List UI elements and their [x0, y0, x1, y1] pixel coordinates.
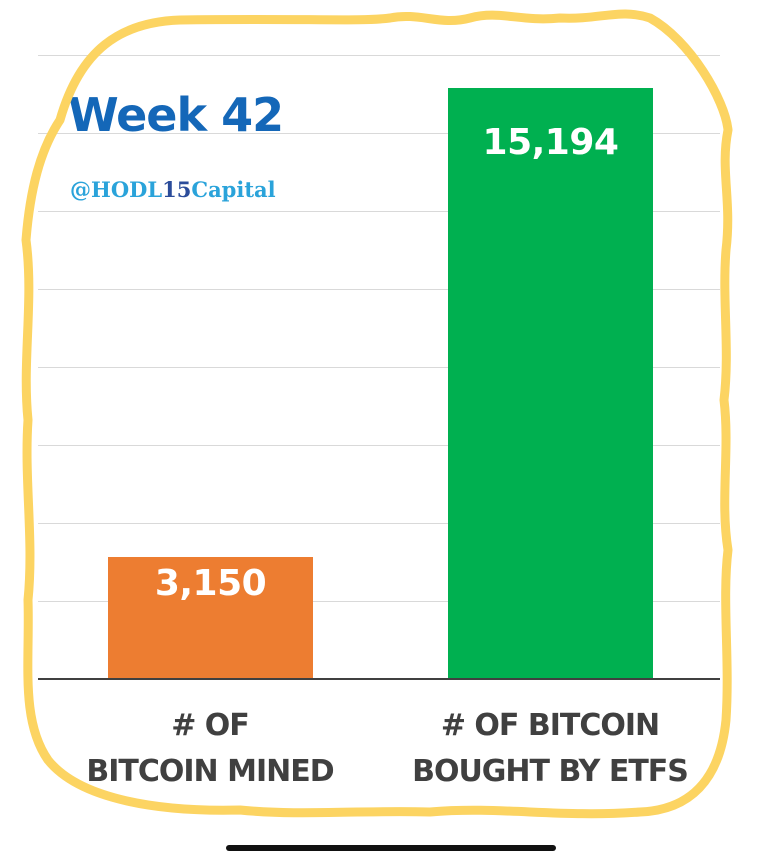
x-axis-line	[38, 678, 720, 680]
bar-value-label: 15,194	[482, 122, 619, 163]
bar-bitcoin-bought-by-etfs: 15,194	[448, 88, 653, 679]
gridline	[38, 133, 720, 134]
label-line: BOUGHT BY ETFS	[412, 754, 689, 789]
bar-value-label: 3,150	[154, 563, 267, 604]
handle-prefix: @HODL	[70, 177, 163, 202]
chart-title: Week 42	[68, 88, 284, 142]
gridline	[38, 445, 720, 446]
gridline	[38, 367, 720, 368]
gridline	[38, 55, 720, 56]
gridline	[38, 601, 720, 602]
handle-number: 15	[162, 177, 192, 202]
label-line: # OF BITCOIN	[440, 708, 660, 743]
gridline	[38, 523, 720, 524]
gridline	[38, 211, 720, 212]
label-line: # OF	[171, 708, 250, 743]
handle-suffix: Capital	[191, 177, 276, 202]
gridline	[38, 289, 720, 290]
author-handle: @HODL15Capital	[70, 177, 276, 202]
home-indicator	[226, 845, 556, 851]
bar-bitcoin-mined: 3,150	[108, 557, 313, 679]
category-label-etfs: # OF BITCOIN BOUGHT BY ETFS	[380, 703, 720, 795]
label-line: BITCOIN MINED	[86, 754, 334, 789]
category-label-mined: # OF BITCOIN MINED	[40, 703, 380, 795]
